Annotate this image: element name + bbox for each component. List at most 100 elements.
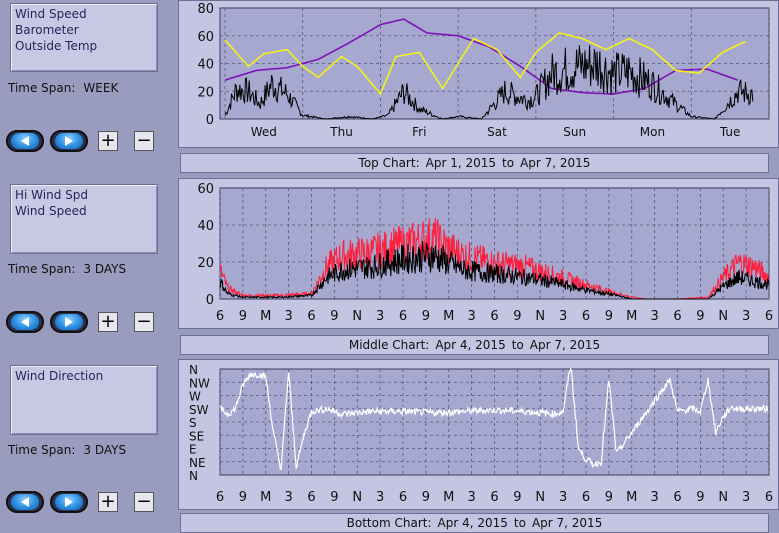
back-button-top[interactable]: [6, 130, 44, 152]
x-tick-label: Tue: [719, 125, 741, 139]
x-tick-label: 9: [422, 490, 430, 505]
x-tick-label: M: [260, 309, 271, 324]
x-tick-label: 9: [330, 490, 338, 505]
x-tick-label: M: [626, 309, 637, 324]
caption-name: Top Chart:: [358, 156, 420, 170]
x-tick-label: N: [352, 490, 362, 505]
x-tick-label: 6: [216, 309, 224, 324]
x-tick-label: 9: [513, 309, 521, 324]
x-tick-label: N: [352, 309, 362, 324]
caption-from: Apr 1, 2015: [425, 156, 497, 170]
zoom-out-button-middle[interactable]: −: [134, 312, 154, 332]
legend-item: Wind Direction: [15, 369, 104, 383]
time-span-label: Time Span:: [8, 262, 76, 276]
y-tick-label: 60: [197, 182, 214, 197]
x-tick-label: 9: [605, 309, 613, 324]
legend-item: Wind Speed: [15, 7, 87, 21]
x-tick-label: Sun: [563, 125, 586, 139]
zoom-in-button-middle[interactable]: +: [98, 312, 118, 332]
time-span-value: WEEK: [83, 81, 119, 95]
forward-button-middle[interactable]: [50, 311, 88, 333]
x-tick-label: Wed: [251, 125, 277, 139]
x-tick-label: M: [260, 490, 271, 505]
x-tick-label: 3: [559, 490, 567, 505]
bottom-chart-caption: Bottom Chart: Apr 4, 2015 to Apr 7, 2015: [180, 513, 769, 533]
y-tick-label: 80: [197, 2, 214, 17]
y-tick-label: E: [189, 443, 197, 457]
x-tick-label: 6: [673, 309, 681, 324]
x-tick-label: 3: [742, 490, 750, 505]
forward-arrow-icon: [65, 136, 73, 146]
zoom-out-button-bottom[interactable]: −: [134, 492, 154, 512]
caption-from: Apr 4, 2015: [437, 516, 508, 530]
y-tick-label: SE: [189, 429, 204, 443]
x-tick-label: M: [626, 490, 637, 505]
x-tick-label: 6: [216, 490, 224, 505]
y-tick-label: S: [189, 416, 197, 430]
x-tick-label: 6: [490, 490, 498, 505]
y-tick-label: N: [189, 363, 198, 377]
x-tick-label: 3: [559, 309, 567, 324]
x-tick-label: Sat: [487, 125, 507, 139]
x-tick-label: Thu: [329, 125, 353, 139]
zoom-in-button-bottom[interactable]: +: [98, 492, 118, 512]
zoom-in-button-top[interactable]: +: [98, 131, 118, 151]
x-tick-label: 3: [742, 309, 750, 324]
y-tick-label: 40: [197, 58, 214, 73]
time-span-top: Time Span: WEEK: [8, 81, 118, 95]
caption-name: Bottom Chart:: [346, 516, 432, 530]
x-tick-label: 6: [582, 490, 590, 505]
x-tick-label: 6: [399, 309, 407, 324]
x-tick-label: 6: [307, 490, 315, 505]
x-tick-label: Fri: [412, 125, 426, 139]
x-tick-label: M: [443, 490, 454, 505]
forward-arrow-icon: [65, 497, 73, 507]
time-span-label: Time Span:: [8, 443, 76, 457]
back-button-middle[interactable]: [6, 311, 44, 333]
caption-to-word: to: [511, 338, 524, 352]
x-tick-label: 6: [765, 309, 773, 324]
time-span-middle: Time Span: 3 DAYS: [8, 262, 126, 276]
caption-to: Apr 7, 2015: [529, 338, 601, 352]
x-tick-label: 6: [307, 309, 315, 324]
x-tick-label: 9: [513, 490, 521, 505]
x-tick-label: 3: [284, 309, 292, 324]
x-tick-label: 9: [696, 490, 704, 505]
legend-item: Hi Wind Spd: [15, 188, 88, 202]
x-tick-label: N: [535, 490, 545, 505]
time-span-bottom: Time Span: 3 DAYS: [8, 443, 126, 457]
x-tick-label: 3: [650, 309, 658, 324]
back-arrow-icon: [21, 497, 29, 507]
legend-box-middle: Hi Wind Spd Wind Speed: [10, 184, 158, 254]
back-arrow-icon: [21, 136, 29, 146]
x-tick-label: N: [535, 309, 545, 324]
zoom-out-button-top[interactable]: −: [134, 131, 154, 151]
forward-button-top[interactable]: [50, 130, 88, 152]
x-tick-label: 6: [582, 309, 590, 324]
x-tick-label: 3: [284, 490, 292, 505]
series-line: [224, 32, 747, 96]
y-tick-label: 0: [206, 113, 214, 128]
y-tick-label: NE: [189, 456, 206, 470]
y-tick-label: 60: [197, 30, 214, 45]
caption-name: Middle Chart:: [348, 338, 430, 352]
y-tick-label: 0: [206, 293, 214, 308]
caption-to: Apr 7, 2015: [531, 516, 603, 530]
x-tick-label: 3: [376, 490, 384, 505]
x-tick-label: 9: [239, 490, 247, 505]
y-tick-label: 20: [197, 256, 214, 271]
x-tick-label: 9: [239, 309, 247, 324]
series-line: [219, 241, 770, 300]
series-line: [224, 18, 739, 95]
x-tick-label: 6: [673, 490, 681, 505]
forward-button-bottom[interactable]: [50, 491, 88, 513]
time-span-value: 3 DAYS: [83, 443, 127, 457]
x-tick-label: 6: [399, 490, 407, 505]
back-button-bottom[interactable]: [6, 491, 44, 513]
x-tick-label: 3: [467, 309, 475, 324]
x-tick-label: 9: [422, 309, 430, 324]
bottom-chart-panel: N NE E SE S SW W NW N 6 9 M 3 6 9 N 3 6 9 M 3 6 9 N 3 6 9 M 3 6 9 N 3 6: [178, 359, 779, 510]
back-arrow-icon: [21, 317, 29, 327]
